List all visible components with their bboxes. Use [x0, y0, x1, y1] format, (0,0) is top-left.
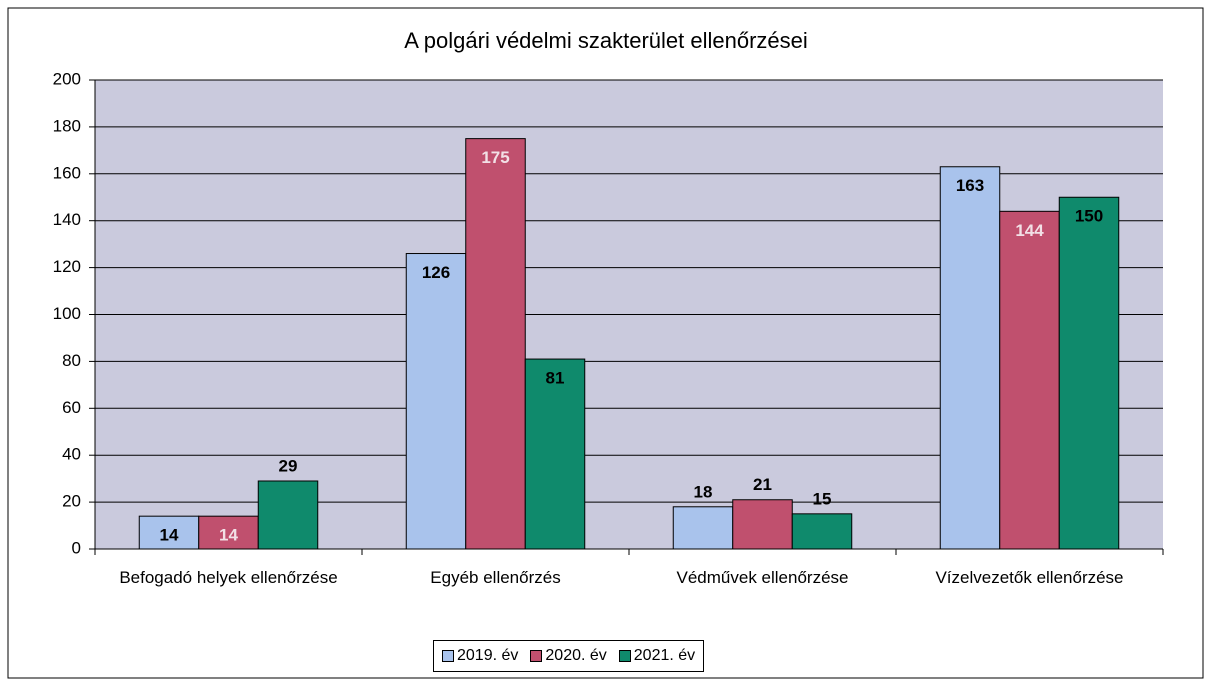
x-tick-label: Befogadó helyek ellenőrzése — [119, 568, 338, 587]
bar — [405, 253, 467, 550]
bar — [138, 515, 200, 550]
data-label: 18 — [694, 482, 713, 501]
data-label: 14 — [160, 526, 179, 545]
y-tick-label: 120 — [53, 257, 81, 276]
data-label: 126 — [422, 263, 450, 282]
bar — [791, 513, 853, 550]
legend-label: 2019. év — [457, 647, 519, 664]
data-label: 175 — [481, 148, 509, 167]
bar — [732, 499, 793, 550]
data-label: 14 — [219, 526, 238, 545]
y-tick-label: 140 — [53, 210, 81, 229]
y-tick-label: 200 — [53, 69, 81, 88]
data-label: 163 — [956, 176, 984, 195]
x-tick-label: Védművek ellenőrzése — [676, 568, 849, 587]
bar — [672, 506, 734, 550]
y-tick-label: 40 — [62, 445, 81, 464]
legend-item: 2019. év — [442, 647, 518, 665]
y-tick-label: 160 — [53, 163, 81, 182]
y-tick-label: 0 — [72, 538, 81, 557]
legend-item: 2020. év — [530, 647, 607, 665]
data-label: 21 — [753, 475, 772, 494]
bar — [524, 358, 586, 550]
chart-title: A polgári védelmi szakterület ellenőrzés… — [404, 28, 808, 53]
legend: 2019. év 2020. év 2021. év — [433, 640, 705, 672]
data-label: 81 — [546, 369, 565, 388]
legend-swatch — [530, 650, 543, 662]
data-label: 15 — [813, 489, 832, 508]
y-tick-label: 100 — [53, 304, 81, 323]
legend-item: 2021. év — [618, 647, 696, 665]
data-label: 144 — [1015, 221, 1044, 240]
legend-swatch — [442, 650, 454, 662]
legend-label: 2020. év — [545, 647, 607, 664]
y-tick-label: 20 — [62, 492, 81, 511]
bar — [999, 210, 1060, 550]
bar — [465, 138, 526, 550]
data-label: 29 — [279, 456, 298, 475]
bar — [1058, 196, 1120, 550]
legend-swatch — [618, 650, 631, 662]
y-tick-label: 180 — [53, 116, 81, 135]
bar — [257, 480, 319, 550]
x-tick-label: Vízelvezetők ellenőrzése — [935, 568, 1124, 587]
data-label: 150 — [1075, 207, 1103, 226]
x-tick-label: Egyéb ellenőrzés — [430, 568, 561, 587]
bar — [198, 515, 259, 550]
y-tick-label: 80 — [62, 351, 81, 370]
legend-label: 2021. év — [633, 647, 696, 664]
bar — [939, 166, 1001, 550]
y-tick-label: 60 — [62, 398, 81, 417]
